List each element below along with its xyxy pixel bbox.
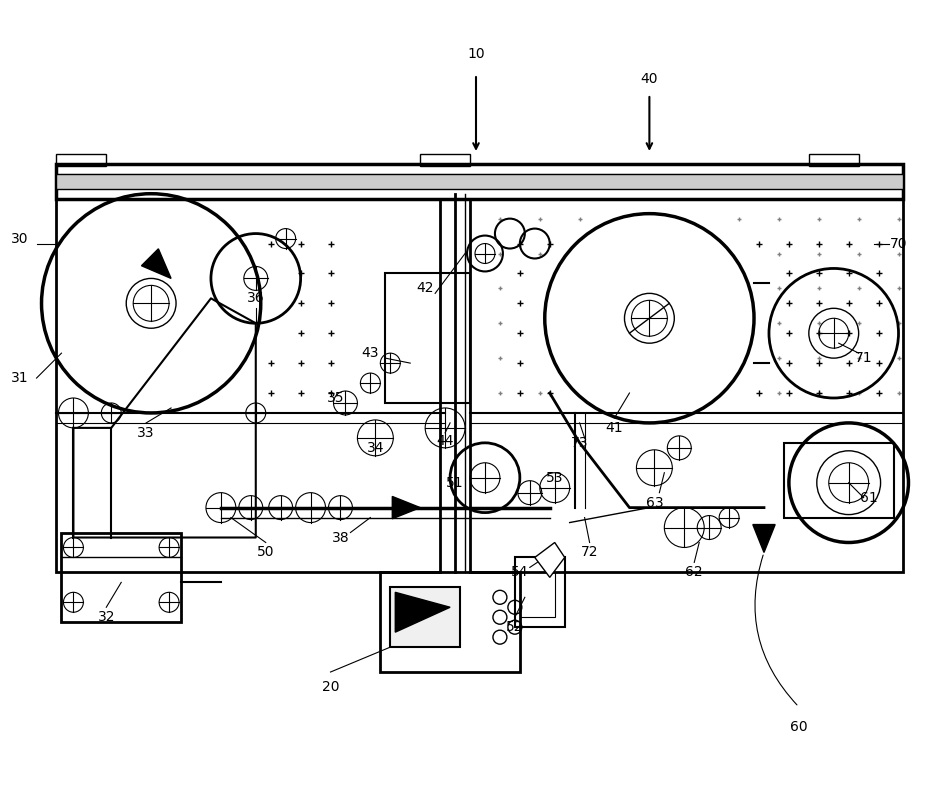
Bar — [420, 154, 470, 166]
Bar — [62, 533, 181, 623]
Polygon shape — [392, 496, 420, 519]
Bar — [515, 557, 565, 627]
Bar — [381, 573, 520, 672]
Bar — [809, 154, 859, 166]
Text: 51: 51 — [446, 476, 464, 490]
Polygon shape — [395, 592, 450, 632]
Text: 62: 62 — [685, 565, 703, 580]
Text: 20: 20 — [322, 680, 339, 694]
Text: 34: 34 — [367, 441, 384, 455]
Text: 50: 50 — [257, 546, 274, 559]
Text: 35: 35 — [327, 391, 345, 405]
Text: 36: 36 — [247, 291, 265, 305]
Text: 71: 71 — [855, 351, 872, 365]
Text: 10: 10 — [467, 48, 485, 61]
Text: 61: 61 — [860, 491, 878, 504]
Bar — [56, 164, 903, 199]
Bar — [390, 588, 460, 647]
Text: 42: 42 — [416, 282, 434, 295]
Text: 52: 52 — [506, 620, 524, 634]
Text: 40: 40 — [641, 72, 658, 86]
Text: 63: 63 — [645, 496, 664, 510]
Bar — [386, 274, 470, 403]
Bar — [56, 174, 903, 189]
Text: 31: 31 — [10, 371, 29, 385]
Text: 72: 72 — [581, 546, 599, 559]
Text: 70: 70 — [890, 236, 907, 251]
Bar — [520, 573, 555, 617]
Bar — [56, 199, 440, 573]
Text: 33: 33 — [137, 426, 155, 440]
Text: 73: 73 — [571, 436, 588, 450]
Text: 54: 54 — [511, 565, 528, 580]
Bar — [783, 442, 894, 518]
Text: 38: 38 — [331, 531, 349, 545]
Text: 53: 53 — [546, 471, 564, 485]
Text: 43: 43 — [362, 347, 379, 360]
Text: 60: 60 — [790, 720, 807, 734]
Polygon shape — [535, 542, 565, 577]
Text: 30: 30 — [10, 232, 29, 246]
Bar — [56, 154, 107, 166]
Polygon shape — [753, 524, 775, 553]
Bar — [470, 199, 903, 573]
Text: 41: 41 — [605, 421, 624, 435]
Text: 44: 44 — [436, 434, 454, 448]
Polygon shape — [142, 249, 171, 278]
Text: 32: 32 — [97, 611, 115, 624]
